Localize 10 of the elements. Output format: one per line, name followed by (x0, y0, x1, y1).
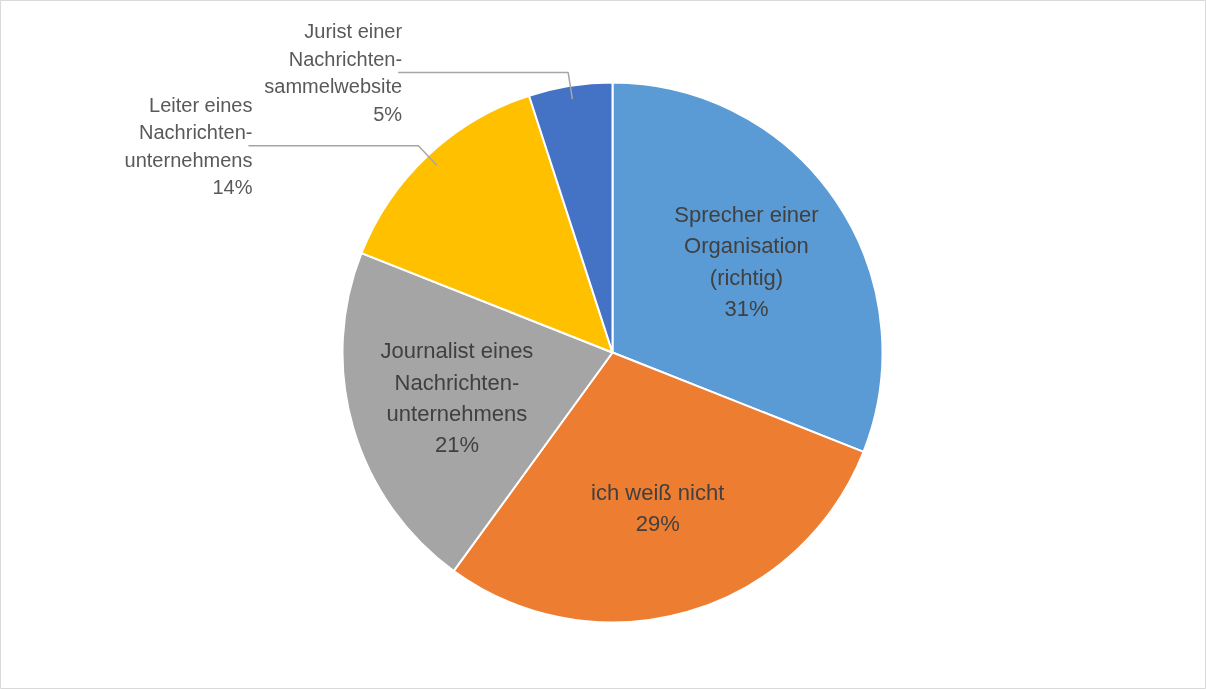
data-label: 31% (724, 295, 769, 321)
slice-label: ich weiß nicht (591, 479, 725, 505)
data-label: 5% (373, 102, 403, 125)
data-label: 14% (212, 176, 253, 199)
data-label: 21% (434, 432, 479, 458)
slice-label: Leiter eines Nachrichten- unternehmens (124, 93, 253, 171)
slice-label: Sprecher einer Organisation (richtig) (674, 202, 819, 290)
slice-label: Jurist einer Nachrichten- sammelwebsite (264, 20, 403, 98)
slice-label: Journalist eines Nachrichten- unternehmens (380, 338, 534, 426)
data-label: 29% (635, 511, 680, 537)
